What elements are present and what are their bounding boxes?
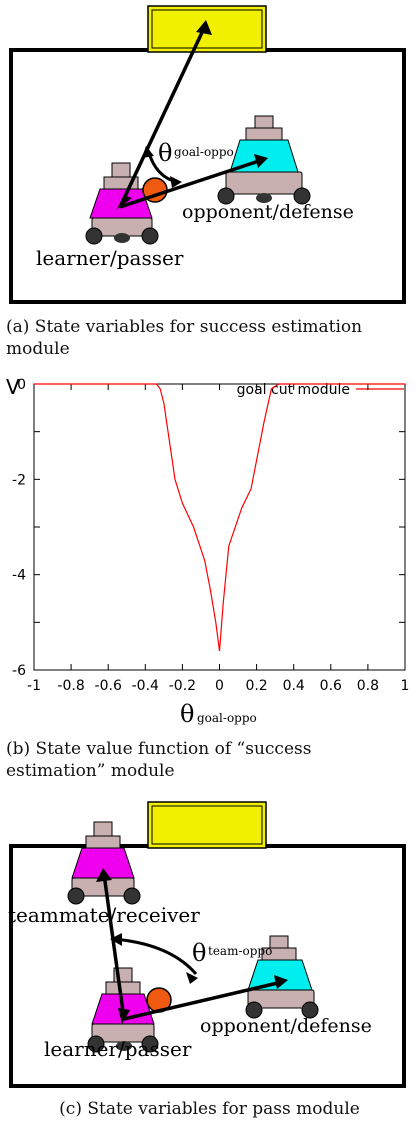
goal-c xyxy=(147,801,267,849)
y-axis-label: V xyxy=(6,375,20,399)
team-oppo-angle-symbol: θ xyxy=(192,939,206,967)
learner-robot xyxy=(85,162,159,245)
x-tick-label: -0.8 xyxy=(57,678,84,694)
x-tick-label: 1 xyxy=(401,678,410,694)
teammate-robot xyxy=(67,821,141,905)
angle-arc-c xyxy=(113,937,198,975)
x-tick-label: 0 xyxy=(215,678,224,694)
vector-arrows xyxy=(116,20,268,210)
x-tick-label: -0.4 xyxy=(132,678,159,694)
learner-label: learner/passer xyxy=(36,246,184,270)
y-tick-label: -2 xyxy=(12,472,26,488)
x-axis-label-subscript: goal-oppo xyxy=(197,711,257,725)
value-function-chart: V goal cut module -1 -0.8 -0.6 -0.4 -0.2 0 0.2… xyxy=(6,375,410,728)
series-goal-cut-module xyxy=(34,383,405,652)
y-tick-label: 0 xyxy=(17,377,26,393)
opponent-robot xyxy=(217,115,311,205)
x-tick-label: -0.6 xyxy=(95,678,122,694)
y-tick-label: -4 xyxy=(12,568,26,584)
learner-label-c: learner/passer xyxy=(44,1037,192,1061)
x-tick-label: 0.2 xyxy=(245,678,267,694)
goal-oppo-angle-symbol: θ xyxy=(158,139,172,167)
goal-oppo-angle-subscript: goal-oppo xyxy=(174,145,234,159)
figure-a-diagram: θ goal-oppo opponent/defense learner/pas… xyxy=(9,5,406,304)
x-tick-label: 0.4 xyxy=(283,678,305,694)
caption-c: (c) State variables for pass module xyxy=(59,1099,360,1119)
plot-frame xyxy=(33,383,406,671)
x-tick-label: 0.8 xyxy=(357,678,379,694)
field-boundary xyxy=(9,48,406,304)
team-oppo-angle-subscript: team-oppo xyxy=(208,944,272,958)
figure-b: V goal cut module -1 -0.8 -0.6 -0.4 -0.2 0 0.2… xyxy=(0,374,419,734)
opponent-label-c: opponent/defense xyxy=(200,1015,372,1037)
x-axis-label-symbol: θ xyxy=(180,700,194,728)
figure-a: θ goal-oppo opponent/defense learner/pas… xyxy=(0,0,419,350)
x-tick-label: 0.6 xyxy=(320,678,342,694)
x-tick-label: -0.2 xyxy=(169,678,196,694)
caption-b: (b) State value function of “success est… xyxy=(6,739,312,781)
x-tick-label: -1 xyxy=(27,678,41,694)
y-tick-label: -6 xyxy=(12,663,26,679)
figure-c: teammate/receiver θ team-oppo opponent/d… xyxy=(0,794,419,1094)
caption-a: (a) State variables for success estimati… xyxy=(6,317,363,359)
opponent-robot-c xyxy=(245,935,319,1019)
teammate-label: teammate/receiver xyxy=(8,903,200,927)
vector-arrows-c xyxy=(96,868,288,1024)
figure-c-diagram: teammate/receiver θ team-oppo opponent/d… xyxy=(8,801,406,1088)
opponent-label: opponent/defense xyxy=(182,201,354,223)
